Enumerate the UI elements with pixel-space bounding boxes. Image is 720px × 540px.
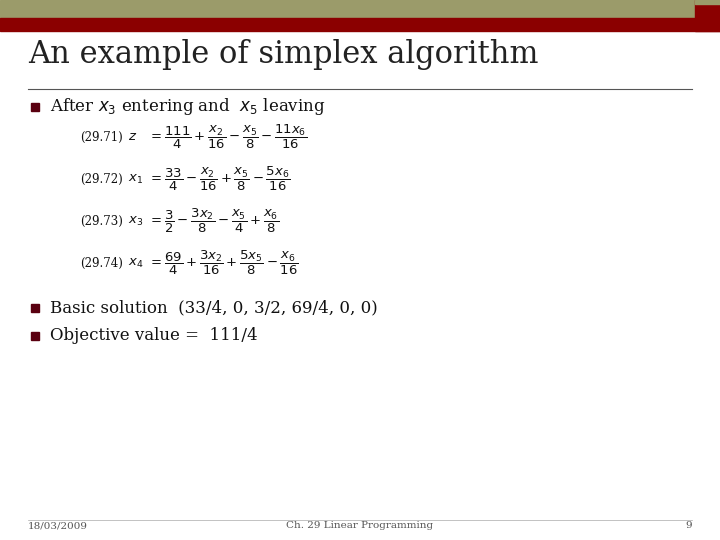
Text: Objective value =  111/4: Objective value = 111/4 bbox=[50, 327, 258, 345]
Text: $x_3$: $x_3$ bbox=[128, 214, 143, 227]
Text: (29.72): (29.72) bbox=[80, 172, 122, 186]
Text: (29.74): (29.74) bbox=[80, 256, 123, 269]
Text: $x_1$: $x_1$ bbox=[128, 172, 143, 186]
Text: $= \dfrac{111}{4} + \dfrac{x_2}{16} - \dfrac{x_5}{8} - \dfrac{11x_6}{16}$: $= \dfrac{111}{4} + \dfrac{x_2}{16} - \d… bbox=[148, 123, 307, 151]
Bar bbox=[695, 0, 720, 31]
Text: After $x_3$ entering and  $x_5$ leaving: After $x_3$ entering and $x_5$ leaving bbox=[50, 97, 325, 118]
Bar bbox=[31, 103, 39, 111]
Text: $z$: $z$ bbox=[128, 131, 138, 144]
Bar bbox=[0, 0, 695, 18]
Bar bbox=[31, 332, 39, 340]
Bar bbox=[31, 304, 39, 312]
Text: $= \dfrac{69}{4} + \dfrac{3x_2}{16} + \dfrac{5x_5}{8} - \dfrac{x_6}{16}$: $= \dfrac{69}{4} + \dfrac{3x_2}{16} + \d… bbox=[148, 249, 299, 277]
Text: $= \dfrac{33}{4} - \dfrac{x_2}{16} + \dfrac{x_5}{8} - \dfrac{5x_6}{16}$: $= \dfrac{33}{4} - \dfrac{x_2}{16} + \df… bbox=[148, 165, 290, 193]
Text: Ch. 29 Linear Programming: Ch. 29 Linear Programming bbox=[287, 522, 433, 530]
Text: $= \dfrac{3}{2} - \dfrac{3x_2}{8} - \dfrac{x_5}{4} + \dfrac{x_6}{8}$: $= \dfrac{3}{2} - \dfrac{3x_2}{8} - \dfr… bbox=[148, 207, 279, 235]
Text: $x_4$: $x_4$ bbox=[128, 256, 143, 269]
Text: 18/03/2009: 18/03/2009 bbox=[28, 522, 88, 530]
Text: 9: 9 bbox=[685, 522, 692, 530]
Bar bbox=[695, 0, 720, 4]
Text: Basic solution  (33/4, 0, 3/2, 69/4, 0, 0): Basic solution (33/4, 0, 3/2, 69/4, 0, 0… bbox=[50, 300, 378, 316]
Text: (29.71): (29.71) bbox=[80, 131, 122, 144]
Text: (29.73): (29.73) bbox=[80, 214, 123, 227]
Text: An example of simplex algorithm: An example of simplex algorithm bbox=[28, 39, 539, 70]
Bar bbox=[0, 18, 720, 31]
